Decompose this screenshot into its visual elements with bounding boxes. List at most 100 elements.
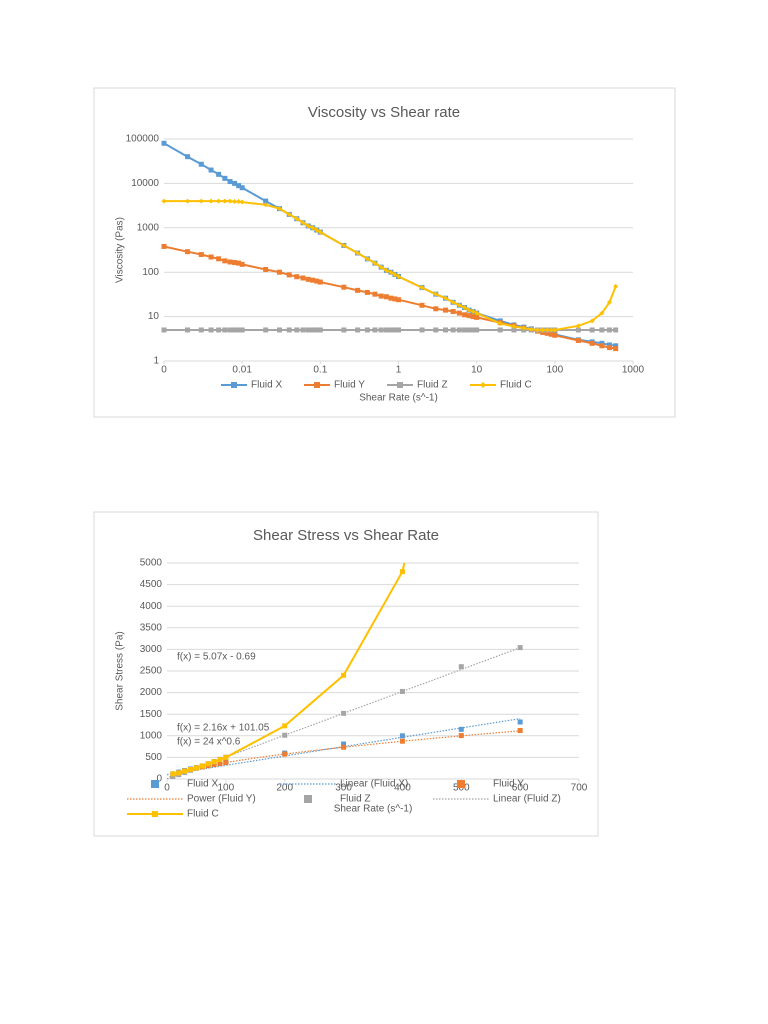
marker bbox=[341, 672, 347, 678]
marker bbox=[239, 199, 245, 205]
chart-title: Shear Stress vs Shear Rate bbox=[253, 527, 439, 544]
marker bbox=[317, 279, 323, 285]
legend-item: Fluid X bbox=[151, 779, 218, 790]
x-tick-label: 1000 bbox=[622, 365, 645, 376]
marker bbox=[282, 732, 288, 738]
marker bbox=[606, 299, 612, 305]
marker bbox=[355, 250, 361, 256]
marker bbox=[282, 751, 288, 757]
marker bbox=[433, 291, 439, 297]
legend-item: Linear (Fluid Z) bbox=[433, 794, 561, 805]
marker bbox=[185, 249, 191, 255]
marker bbox=[456, 327, 462, 333]
marker bbox=[419, 285, 425, 291]
y-axis-label: Viscosity (Pas) bbox=[115, 217, 126, 283]
marker bbox=[552, 327, 558, 333]
marker bbox=[341, 744, 347, 750]
marker bbox=[185, 327, 191, 333]
marker bbox=[521, 325, 527, 331]
legend-label: Fluid C bbox=[187, 809, 219, 820]
marker bbox=[613, 346, 619, 352]
y-tick-label: 5000 bbox=[140, 558, 163, 569]
marker bbox=[544, 330, 550, 336]
y-tick-label: 500 bbox=[145, 752, 162, 763]
marker bbox=[548, 331, 554, 337]
marker bbox=[286, 327, 292, 333]
chart: Viscosity vs Shear rate Viscosity (Pas) Sh… bbox=[115, 104, 645, 404]
marker bbox=[392, 296, 398, 302]
x-tick-label: 500 bbox=[453, 783, 470, 794]
marker bbox=[372, 291, 378, 297]
x-tick-label: 0.01 bbox=[232, 365, 252, 376]
marker bbox=[341, 741, 347, 747]
marker bbox=[399, 688, 405, 694]
marker bbox=[599, 327, 605, 333]
marker bbox=[216, 327, 222, 333]
marker bbox=[222, 175, 228, 181]
marker bbox=[227, 179, 233, 185]
marker bbox=[217, 761, 223, 767]
marker bbox=[388, 295, 394, 301]
marker bbox=[589, 327, 595, 333]
marker bbox=[575, 327, 581, 333]
marker bbox=[378, 327, 384, 333]
marker bbox=[474, 310, 480, 316]
marker bbox=[232, 180, 238, 186]
marker bbox=[458, 733, 464, 739]
marker bbox=[589, 340, 595, 346]
y-tick-label: 2500 bbox=[140, 666, 163, 677]
marker bbox=[185, 154, 191, 160]
marker bbox=[613, 343, 619, 349]
marker bbox=[236, 260, 242, 266]
marker bbox=[227, 259, 233, 265]
marker bbox=[236, 199, 242, 205]
marker bbox=[170, 771, 176, 777]
marker bbox=[294, 216, 300, 222]
marker bbox=[341, 242, 347, 248]
x-axis-label: Shear Rate (s^-1) bbox=[334, 804, 413, 815]
marker bbox=[511, 327, 517, 333]
marker bbox=[208, 254, 214, 260]
marker bbox=[236, 327, 242, 333]
marker bbox=[419, 302, 425, 308]
marker bbox=[198, 161, 204, 167]
legend-marker bbox=[397, 382, 403, 388]
marker bbox=[198, 198, 204, 204]
marker bbox=[528, 326, 534, 332]
marker bbox=[383, 267, 389, 273]
marker bbox=[552, 332, 558, 338]
marker bbox=[294, 274, 300, 280]
marker bbox=[575, 323, 581, 329]
marker bbox=[392, 327, 398, 333]
chart: Shear Stress vs Shear Rate Shear Stress (… bbox=[115, 527, 588, 820]
marker bbox=[216, 171, 222, 177]
marker bbox=[211, 759, 217, 765]
marker bbox=[170, 774, 176, 779]
marker bbox=[294, 327, 300, 333]
legend-label: Linear (Fluid Z) bbox=[493, 794, 561, 805]
marker bbox=[205, 761, 211, 767]
x-tick-label: 100 bbox=[218, 783, 235, 794]
marker bbox=[314, 278, 320, 284]
marker bbox=[317, 327, 323, 333]
marker bbox=[216, 256, 222, 262]
x-tick-label: 10 bbox=[471, 365, 483, 376]
legend-label: Fluid Y bbox=[493, 779, 524, 790]
marker bbox=[378, 293, 384, 299]
y-tick-label: 4000 bbox=[140, 601, 163, 612]
marker bbox=[396, 274, 401, 280]
marker bbox=[399, 733, 405, 739]
marker bbox=[548, 327, 554, 333]
y-tick-label: 2000 bbox=[140, 687, 163, 698]
marker bbox=[355, 287, 361, 293]
marker bbox=[396, 297, 401, 303]
marker bbox=[419, 327, 425, 333]
legend-marker bbox=[480, 382, 486, 388]
marker bbox=[497, 327, 503, 333]
legend-label: Fluid C bbox=[500, 380, 532, 391]
marker bbox=[161, 198, 167, 204]
marker bbox=[263, 198, 269, 204]
legend-label: Fluid X bbox=[187, 779, 218, 790]
